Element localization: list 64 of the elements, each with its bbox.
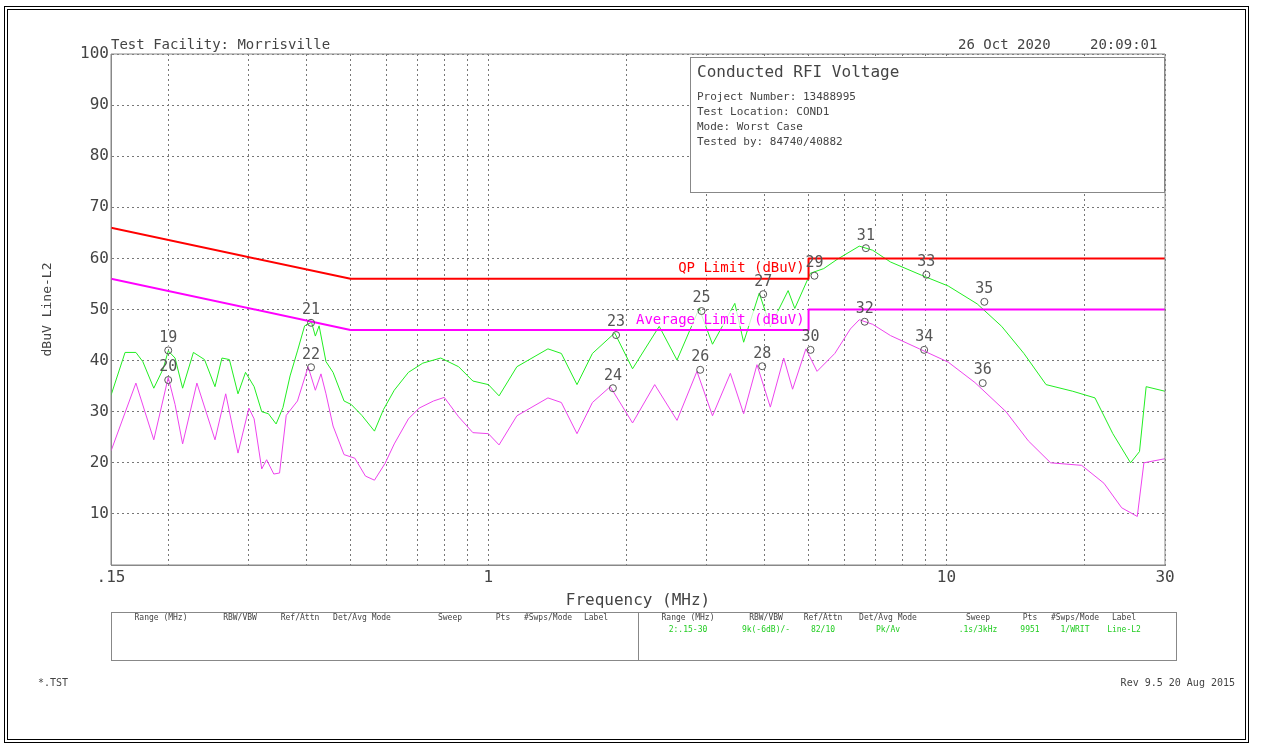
- text: *.TST: [38, 677, 69, 688]
- y-axis-title: dBuV Line-L2: [39, 262, 55, 357]
- annotation: 22: [302, 344, 321, 363]
- y-tick-label: 30: [89, 400, 109, 420]
- text: 2:.15-30: [668, 625, 708, 634]
- annotation: 23: [607, 312, 626, 331]
- text: Ref/Attn: [803, 613, 843, 622]
- text: Line-L2: [1107, 625, 1141, 634]
- annotation: 24: [603, 365, 622, 384]
- text: 9k(-6dB)/-: [741, 625, 791, 634]
- text: RBW/VBW: [749, 613, 783, 622]
- text: Pk/Av: [875, 625, 901, 634]
- y-tick-label: 60: [89, 247, 109, 267]
- text: Label: [1111, 613, 1137, 622]
- y-tick-label: 50: [89, 298, 109, 318]
- chart-title: Conducted RFI Voltage: [697, 62, 900, 81]
- annotation: Tested by: 84740/40882: [697, 135, 843, 148]
- text: .1s/3kHz: [958, 625, 998, 634]
- annotation: Project Number: 13488995: [697, 90, 856, 103]
- annotation: 19: [159, 327, 178, 346]
- text: Pts: [1022, 613, 1038, 622]
- annotation: 21: [302, 300, 321, 319]
- annotation: 26: [691, 347, 710, 366]
- text: Pts: [495, 613, 511, 622]
- text: 26 Oct 2020: [958, 36, 1051, 52]
- annotation: 25: [692, 288, 711, 307]
- y-tick-label: 90: [89, 94, 109, 114]
- text: #Swps/Mode: [1050, 613, 1100, 622]
- y-tick-label: 10: [89, 503, 109, 523]
- text: #Swps/Mode: [523, 613, 573, 622]
- text: Ref/Attn: [280, 613, 320, 622]
- annotation: 30: [801, 327, 820, 346]
- annotation: 34: [915, 327, 934, 346]
- annotation: Mode: Worst Case: [697, 120, 803, 133]
- x-axis-title: Frequency (MHz): [565, 589, 711, 609]
- text: 82/10: [810, 625, 836, 634]
- text: Det/Avg Mode: [333, 613, 391, 622]
- x-tick-label: .15: [96, 566, 126, 586]
- x-tick-label: 30: [1155, 566, 1175, 586]
- x-tick-label: 1: [483, 566, 494, 586]
- x-tick-label: 10: [936, 566, 957, 586]
- text: Test Facility: Morrisville: [111, 36, 331, 52]
- y-tick-label: 70: [89, 196, 109, 216]
- text: Det/Avg Mode: [859, 613, 917, 622]
- text: 1/WRIT: [1060, 625, 1090, 634]
- text: Label: [583, 613, 609, 622]
- text: Range (MHz): [661, 613, 715, 622]
- text: Range (MHz): [134, 613, 188, 622]
- y-tick-label: 40: [89, 349, 109, 369]
- text: Sweep: [965, 613, 991, 622]
- annotation: Test Location: COND1: [697, 105, 830, 118]
- text: Sweep: [437, 613, 463, 622]
- series-label: Average Limit (dBuV): [635, 310, 805, 327]
- y-tick-label: 100: [80, 43, 109, 63]
- y-tick-label: 80: [89, 145, 109, 165]
- annotation: 31: [856, 225, 875, 244]
- annotation: 36: [973, 360, 992, 379]
- text: 9951: [1020, 625, 1040, 634]
- y-tick-label: 20: [89, 451, 109, 471]
- text: RBW/VBW: [223, 613, 257, 622]
- annotation: 35: [975, 279, 994, 298]
- text: Rev 9.5 20 Aug 2015: [1120, 677, 1235, 688]
- annotation: 28: [753, 343, 772, 362]
- text: 20:09:01: [1090, 36, 1158, 52]
